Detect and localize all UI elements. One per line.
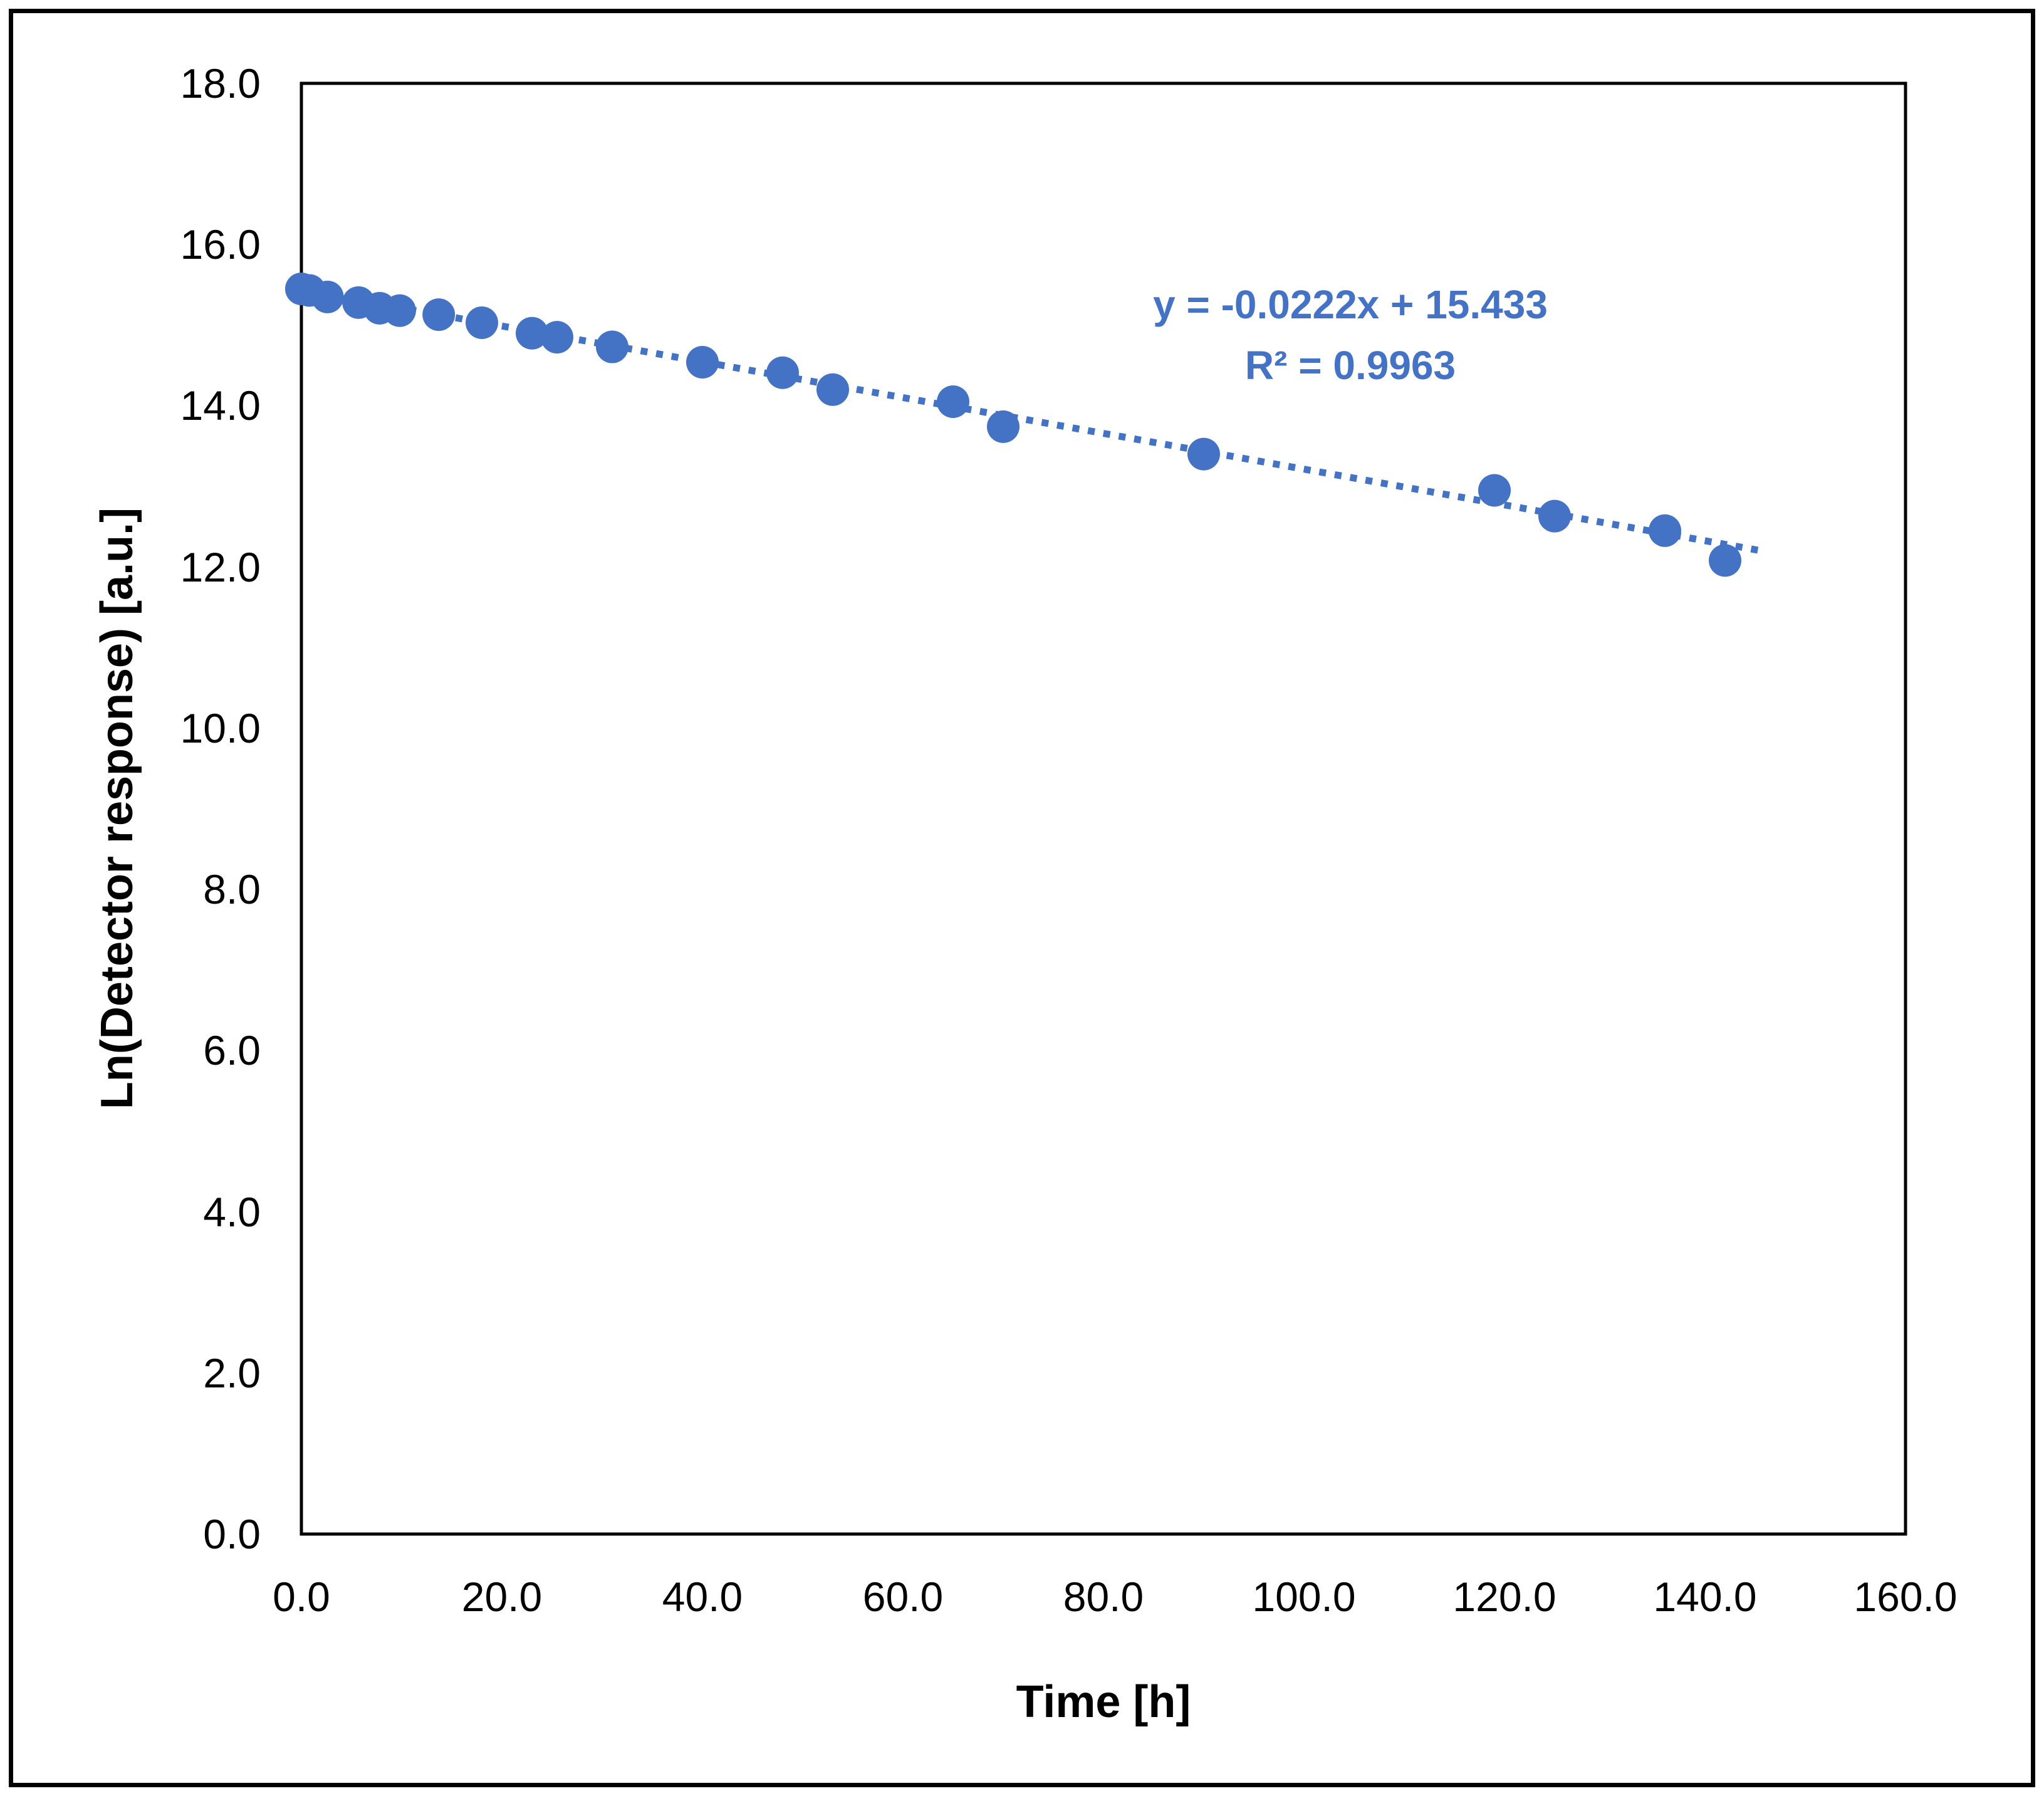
trendline-annotation: y = -0.0222x + 15.433 R² = 0.9963 bbox=[1153, 274, 1548, 396]
y-tick-label: 18.0 bbox=[180, 60, 261, 107]
data-point-marker bbox=[383, 294, 416, 327]
x-tick-label: 140.0 bbox=[1653, 1574, 1757, 1620]
x-tick-label: 80.0 bbox=[1063, 1574, 1144, 1620]
data-point-marker bbox=[816, 373, 849, 406]
data-point-marker bbox=[1709, 544, 1741, 577]
trendline-equation: y = -0.0222x + 15.433 bbox=[1153, 282, 1548, 327]
data-point-marker bbox=[1187, 437, 1220, 471]
data-point-marker bbox=[516, 316, 548, 350]
x-tick-label: 40.0 bbox=[662, 1574, 743, 1620]
x-tick-label: 100.0 bbox=[1252, 1574, 1356, 1620]
trendline-r-squared: R² = 0.9963 bbox=[1244, 343, 1456, 388]
y-tick-label: 14.0 bbox=[180, 382, 261, 429]
x-tick-label: 0.0 bbox=[273, 1574, 330, 1620]
data-point-marker bbox=[422, 298, 456, 332]
x-tick-label: 160.0 bbox=[1854, 1574, 1958, 1620]
data-point-marker bbox=[466, 306, 498, 339]
data-point-marker bbox=[987, 410, 1019, 443]
data-point-marker bbox=[766, 356, 799, 389]
y-axis-title: Ln(Detector response) [a.u.] bbox=[92, 507, 142, 1110]
y-tick-label: 12.0 bbox=[180, 543, 261, 590]
x-tick-label: 120.0 bbox=[1452, 1574, 1556, 1620]
y-tick-label: 10.0 bbox=[180, 704, 261, 751]
y-tick-label: 16.0 bbox=[180, 221, 261, 268]
data-point-marker bbox=[1538, 499, 1571, 533]
data-point-marker bbox=[937, 385, 969, 419]
x-axis-title: Time [h] bbox=[1016, 1677, 1191, 1727]
data-point-marker bbox=[1649, 514, 1681, 547]
y-tick-label: 8.0 bbox=[203, 866, 261, 913]
data-point-marker bbox=[686, 345, 719, 379]
x-tick-label: 20.0 bbox=[461, 1574, 543, 1620]
x-tick-label: 60.0 bbox=[862, 1574, 944, 1620]
y-tick-label: 2.0 bbox=[203, 1349, 261, 1396]
data-point-marker bbox=[596, 330, 628, 363]
data-point-marker bbox=[1478, 474, 1511, 507]
trendline bbox=[301, 286, 1766, 555]
y-tick-label: 4.0 bbox=[203, 1188, 261, 1235]
y-tick-label: 0.0 bbox=[203, 1511, 261, 1557]
data-point-marker bbox=[541, 321, 573, 354]
y-tick-label: 6.0 bbox=[203, 1027, 261, 1074]
plot-area-border bbox=[300, 81, 1907, 1536]
data-point-marker bbox=[311, 280, 344, 313]
